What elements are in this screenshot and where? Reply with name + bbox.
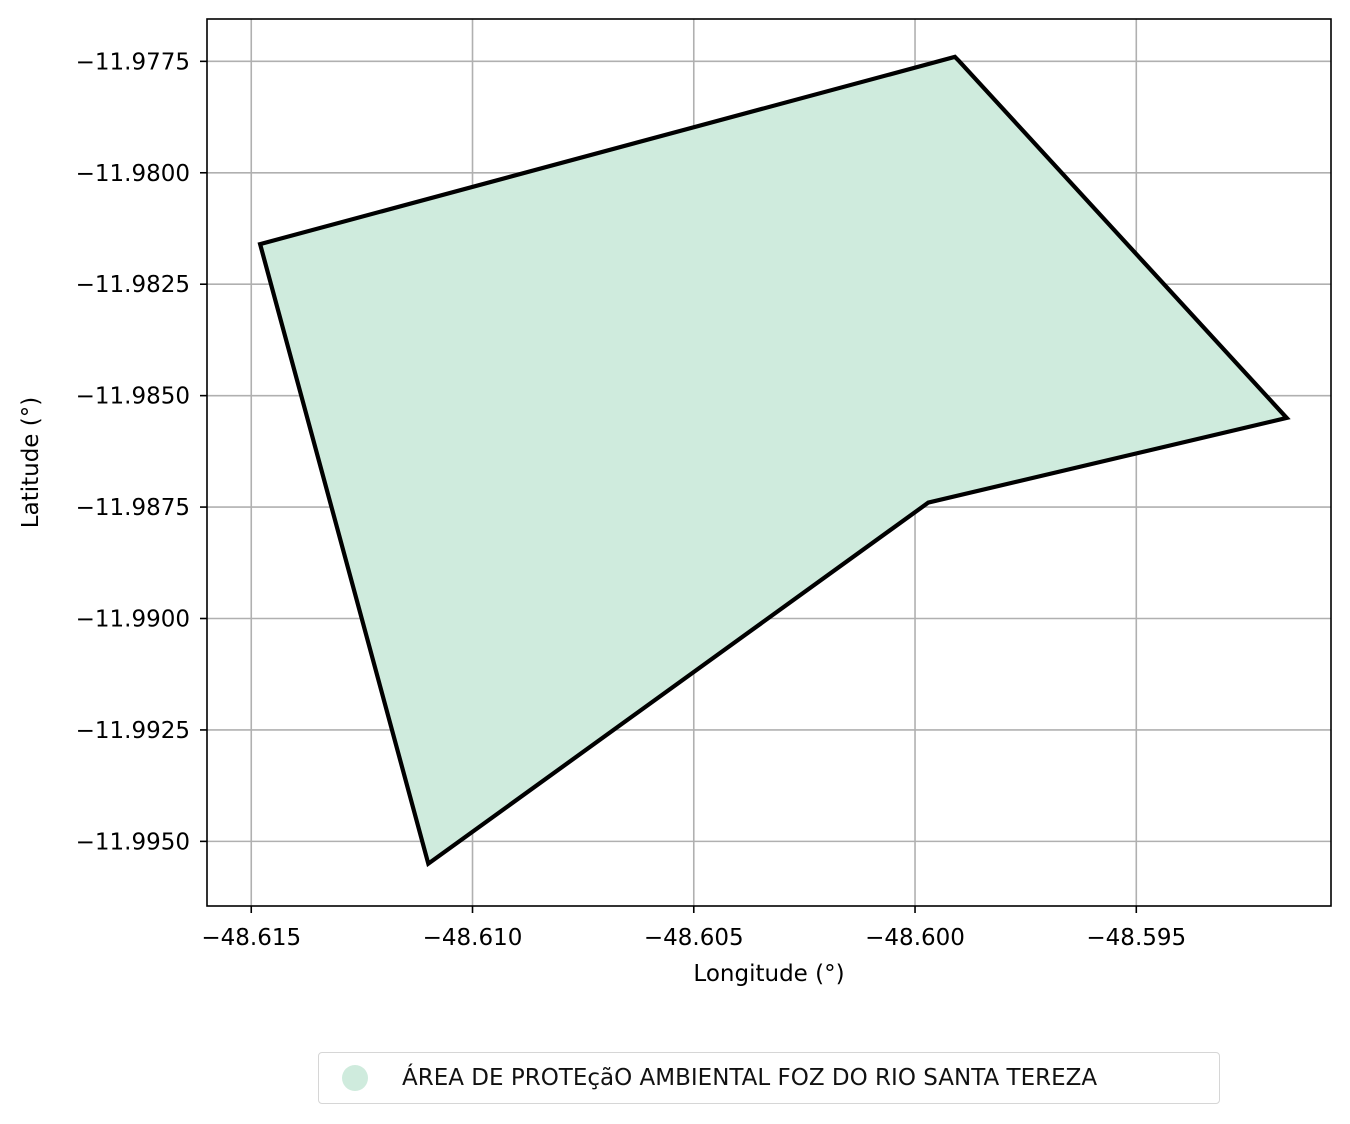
y-tick-label: −11.9900 [76,607,190,633]
x-tick-label: −48.605 [644,925,744,951]
y-tick-label: −11.9925 [76,718,190,744]
x-tick-label: −48.595 [1086,925,1186,951]
protected-area-polygon [257,54,1291,868]
x-tick-label: −48.600 [865,925,965,951]
x-axis-label: Longitude (°) [693,961,844,987]
legend-swatch [342,1065,368,1091]
y-tick-label: −11.9775 [76,49,190,75]
axes-frame [206,18,1332,907]
y-tick-label: −11.9875 [76,495,190,521]
tick-marks: −48.615 −48.610 −48.605 −48.600 −48.595 −11.9… [76,49,1187,951]
y-tick-label: −11.9825 [76,272,190,298]
y-axis-label: Latitude (°) [18,397,44,528]
legend-label: ÁREA DE PROTEçãO AMBIENTAL FOZ DO RIO SA… [402,1065,1098,1091]
y-tick-label: −11.9800 [76,161,190,187]
legend: ÁREA DE PROTEçãO AMBIENTAL FOZ DO RIO SA… [318,1052,1220,1104]
polygon-layer [257,54,1291,868]
x-tick-label: −48.615 [201,925,301,951]
y-tick-label: −11.9850 [76,384,190,410]
y-tick-label: −11.9950 [76,829,190,855]
x-tick-label: −48.610 [423,925,523,951]
